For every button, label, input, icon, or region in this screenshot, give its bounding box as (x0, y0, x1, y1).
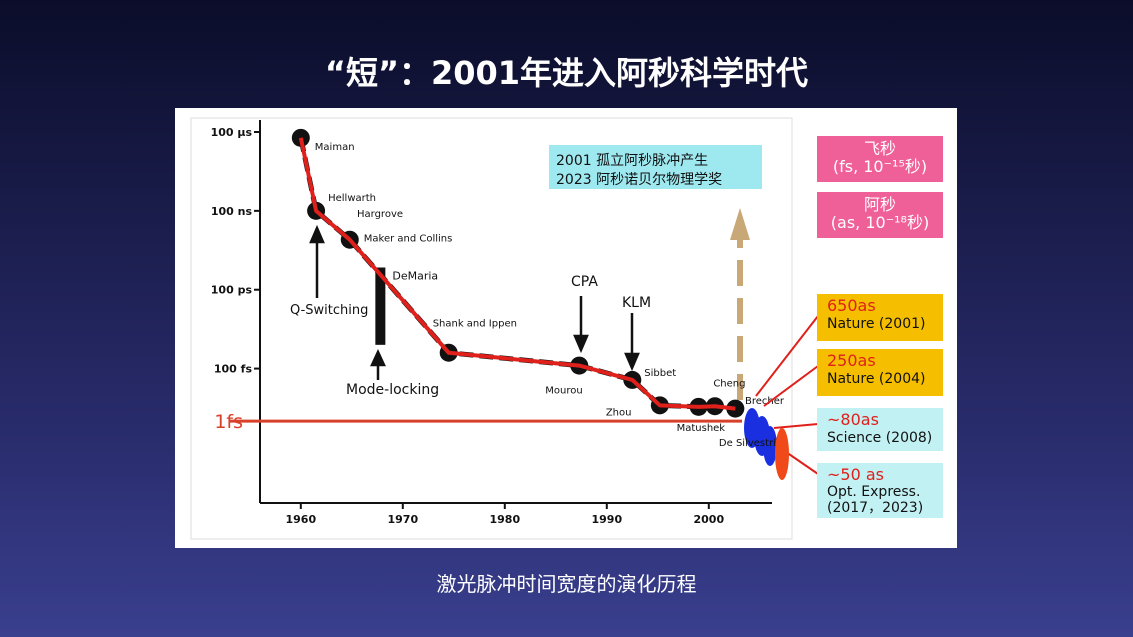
connector (773, 423, 819, 429)
point-label: Brecher (745, 396, 785, 407)
side-box: 650as Nature (2001) (817, 294, 943, 341)
side-box: 250as Nature (2004) (817, 349, 943, 396)
x-tick-label: 1990 (591, 513, 622, 526)
point-label: Mourou (545, 386, 582, 397)
box-text: 阿秒 (863, 195, 896, 214)
connector (785, 451, 819, 475)
y-tick-label: 100 ps (211, 284, 253, 297)
caption: 激光脉冲时间宽度的演化历程 (436, 572, 697, 596)
box-text: 飞秒 (863, 139, 896, 158)
y-tick-label: 100 fs (214, 363, 253, 376)
box-text: ~50 as (827, 465, 884, 484)
arrow-head (730, 208, 750, 240)
range-bar (375, 267, 386, 345)
attosecond-pulse (763, 426, 777, 466)
arrow-head (309, 224, 325, 244)
box-text: (as, 10⁻¹⁸秒) (830, 213, 930, 232)
box-text: Nature (2001) (827, 316, 926, 332)
note-box (549, 145, 762, 189)
arrow-label: KLM (622, 295, 651, 311)
side-box: 阿秒 (as, 10⁻¹⁸秒) (817, 192, 943, 238)
point-label: Cheng (713, 379, 745, 390)
point-label: De Silvestri (719, 438, 776, 449)
box-text: Science (2008) (827, 430, 933, 446)
point-label: Sibbet (644, 368, 676, 379)
arrow-head (624, 352, 640, 372)
x-tick-label: 2000 (693, 513, 724, 526)
arrow-label: Q-Switching (290, 303, 368, 318)
point-label: Matushek (677, 423, 726, 434)
point-label: Maiman (315, 142, 355, 153)
attosecond-marks (744, 315, 819, 480)
arrow-head (370, 349, 386, 367)
attosecond-pulse (775, 428, 789, 480)
connector (755, 315, 819, 397)
side-box: ~80as Science (2008) (817, 408, 943, 451)
box-text: 650as (827, 296, 876, 315)
y-tick-label: 100 μs (211, 126, 253, 139)
y-tick-label: 100 ns (211, 205, 253, 218)
connector (763, 365, 819, 407)
chart-frame (190, 117, 793, 540)
point-label: Maker and Collins (364, 234, 453, 245)
point-label: Hargrove (357, 209, 403, 220)
arrow-head (573, 334, 589, 354)
note: 2023 阿秒诺贝尔物理学奖 (556, 171, 722, 188)
arrows (309, 224, 640, 380)
box-text: Opt. Express. (827, 484, 921, 500)
box-text: 250as (827, 351, 876, 370)
x-tick-label: 1980 (489, 513, 520, 526)
side-box: ~50 as Opt. Express. (2017，2023) (817, 463, 943, 518)
x-tick-label: 1960 (285, 513, 316, 526)
box-text: ~80as (827, 410, 879, 429)
side-box: 飞秒 (fs, 10⁻¹⁵秒) (817, 136, 943, 182)
y-tick-label: 1fs (214, 411, 243, 433)
range-label: DeMaria (392, 270, 438, 283)
slide-title: “短”：2001年进入阿秒科学时代 (324, 54, 809, 92)
arrow-label: Mode-locking (346, 382, 439, 398)
arrow-label: CPA (571, 274, 598, 290)
note: 2001 孤立阿秒脉冲产生 (556, 153, 708, 169)
box-text: (fs, 10⁻¹⁵秒) (832, 157, 928, 176)
point-label: Hellwarth (328, 193, 376, 204)
box-text: Nature (2004) (827, 371, 926, 387)
x-tick-label: 1970 (387, 513, 418, 526)
box-text: (2017，2023) (827, 500, 924, 516)
point-label: Zhou (606, 407, 632, 418)
point-label: Shank and Ippen (433, 319, 517, 330)
trend-line (298, 137, 736, 411)
